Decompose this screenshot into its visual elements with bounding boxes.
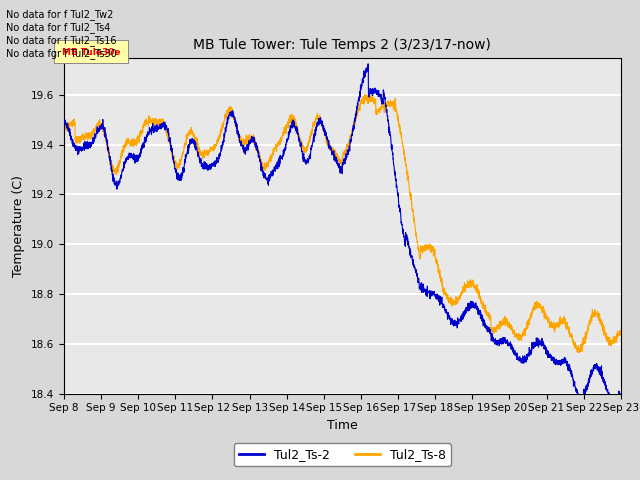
Text: No data for f Tul2_Tw2: No data for f Tul2_Tw2	[6, 9, 114, 20]
Text: No data fgr f Tul2_Ts30: No data fgr f Tul2_Ts30	[6, 48, 117, 59]
Text: No data for f Tul2_Ts16: No data for f Tul2_Ts16	[6, 35, 117, 46]
Legend: Tul2_Ts-2, Tul2_Ts-8: Tul2_Ts-2, Tul2_Ts-8	[234, 444, 451, 466]
Title: MB Tule Tower: Tule Temps 2 (3/23/17-now): MB Tule Tower: Tule Temps 2 (3/23/17-now…	[193, 38, 492, 52]
X-axis label: Time: Time	[327, 419, 358, 432]
Text: No data for f Tul2_Ts4: No data for f Tul2_Ts4	[6, 22, 111, 33]
Text: MB Tule30e: MB Tule30e	[62, 48, 120, 57]
Y-axis label: Temperature (C): Temperature (C)	[12, 175, 26, 276]
